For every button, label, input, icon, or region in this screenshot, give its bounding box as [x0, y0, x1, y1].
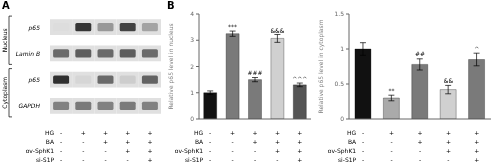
svg-text:-: - [104, 147, 106, 154]
svg-text:+: + [474, 156, 479, 163]
svg-text:-: - [60, 156, 62, 163]
svg-text:+: + [389, 129, 394, 136]
svg-text:1: 1 [340, 45, 344, 52]
svg-text:+: + [125, 138, 130, 145]
svg-text:-: - [419, 147, 421, 154]
svg-text:HG: HG [45, 129, 55, 136]
svg-text:+: + [275, 138, 280, 145]
svg-text:-: - [127, 156, 129, 163]
svg-text:p65: p65 [28, 24, 41, 32]
svg-text:+: + [125, 129, 130, 136]
svg-text:3: 3 [190, 36, 194, 43]
svg-text:+: + [147, 147, 152, 154]
svg-text:+: + [147, 138, 152, 145]
svg-text:+: + [297, 129, 302, 136]
svg-text:-: - [419, 156, 421, 163]
svg-text:&&&: &&& [270, 27, 284, 34]
svg-text:+: + [125, 147, 130, 154]
html-text:B: B [167, 0, 175, 11]
svg-text:+: + [417, 129, 422, 136]
svg-text:&&: && [444, 77, 454, 84]
svg-text:-: - [60, 138, 62, 145]
svg-text:4: 4 [190, 10, 194, 17]
svg-text:Cytoplasm: Cytoplasm [8, 77, 9, 109]
svg-text:+: + [252, 138, 257, 145]
svg-text:BA: BA [195, 138, 204, 145]
svg-text:Lamin B: Lamin B [16, 50, 40, 57]
svg-text:+: + [275, 147, 280, 154]
svg-text:-: - [232, 147, 234, 154]
svg-text:+: + [103, 138, 108, 145]
svg-text:ov-SphK1: ov-SphK1 [328, 147, 357, 155]
svg-text:p65: p65 [28, 76, 41, 84]
svg-text:-: - [82, 147, 84, 154]
svg-text:-: - [254, 147, 256, 154]
svg-text:-: - [362, 147, 364, 154]
svg-text:-: - [60, 147, 62, 154]
svg-text:-: - [254, 156, 256, 163]
svg-text:-: - [232, 138, 234, 145]
svg-text:+: + [252, 129, 257, 136]
svg-text:+: + [103, 129, 108, 136]
svg-text:ov-SphK1: ov-SphK1 [26, 147, 55, 155]
svg-text:ov-SphK1: ov-SphK1 [175, 147, 204, 155]
svg-text:-: - [447, 156, 449, 163]
svg-text:-: - [276, 156, 278, 163]
svg-text:-: - [209, 129, 211, 136]
svg-text:+: + [446, 129, 451, 136]
svg-text:**: ** [389, 87, 395, 94]
svg-text:-: - [209, 147, 211, 154]
svg-text:si-S1P: si-S1P [36, 156, 55, 163]
svg-text:-: - [209, 138, 211, 145]
svg-text:+: + [81, 129, 86, 136]
svg-text:Relative p65 level in cytoplas: Relative p65 level in cytoplasm [317, 19, 325, 113]
svg-text:GAPDH: GAPDH [18, 102, 40, 109]
svg-text:^: ^ [474, 45, 479, 52]
svg-text:+: + [147, 129, 152, 136]
svg-text:-: - [362, 138, 364, 145]
svg-text:+: + [297, 147, 302, 154]
svg-text:-: - [362, 129, 364, 136]
svg-text:-: - [104, 156, 106, 163]
svg-text:si-S1P: si-S1P [185, 156, 204, 163]
svg-text:Relative p65 level in nucleus: Relative p65 level in nucleus [167, 23, 175, 109]
svg-text:***: *** [228, 23, 237, 30]
svg-text:-: - [209, 156, 211, 163]
svg-text:-: - [391, 156, 393, 163]
svg-text:-: - [232, 156, 234, 163]
html-text:A: A [2, 0, 10, 11]
svg-text:BA: BA [348, 138, 357, 145]
svg-text:+: + [417, 138, 422, 145]
svg-text:+: + [230, 129, 235, 136]
svg-text:+: + [275, 129, 280, 136]
svg-text:HG: HG [194, 129, 204, 136]
svg-text:-: - [82, 138, 84, 145]
svg-text:1: 1 [190, 89, 194, 96]
svg-text:-: - [362, 156, 364, 163]
svg-text:1.5: 1.5 [334, 10, 344, 17]
svg-text:2: 2 [190, 63, 194, 70]
svg-text:0: 0 [190, 115, 194, 122]
svg-text:###: ### [247, 69, 262, 76]
svg-text:+: + [446, 147, 451, 154]
svg-text:+: + [446, 138, 451, 145]
svg-text:-: - [391, 147, 393, 154]
svg-text:-: - [82, 156, 84, 163]
svg-text:HG: HG [347, 129, 357, 136]
svg-text:+: + [297, 156, 302, 163]
svg-text:BA: BA [46, 138, 55, 145]
svg-text:+: + [297, 138, 302, 145]
svg-text:+: + [147, 156, 152, 163]
svg-text:+: + [474, 129, 479, 136]
svg-text:-: - [60, 129, 62, 136]
svg-text:+: + [474, 138, 479, 145]
svg-text:##: ## [415, 50, 425, 57]
svg-text:0.5: 0.5 [334, 80, 344, 87]
svg-text:+: + [474, 147, 479, 154]
svg-text:0: 0 [340, 115, 344, 122]
svg-text:si-S1P: si-S1P [338, 156, 357, 163]
svg-text:^^^: ^^^ [292, 75, 307, 82]
svg-text:-: - [391, 138, 393, 145]
